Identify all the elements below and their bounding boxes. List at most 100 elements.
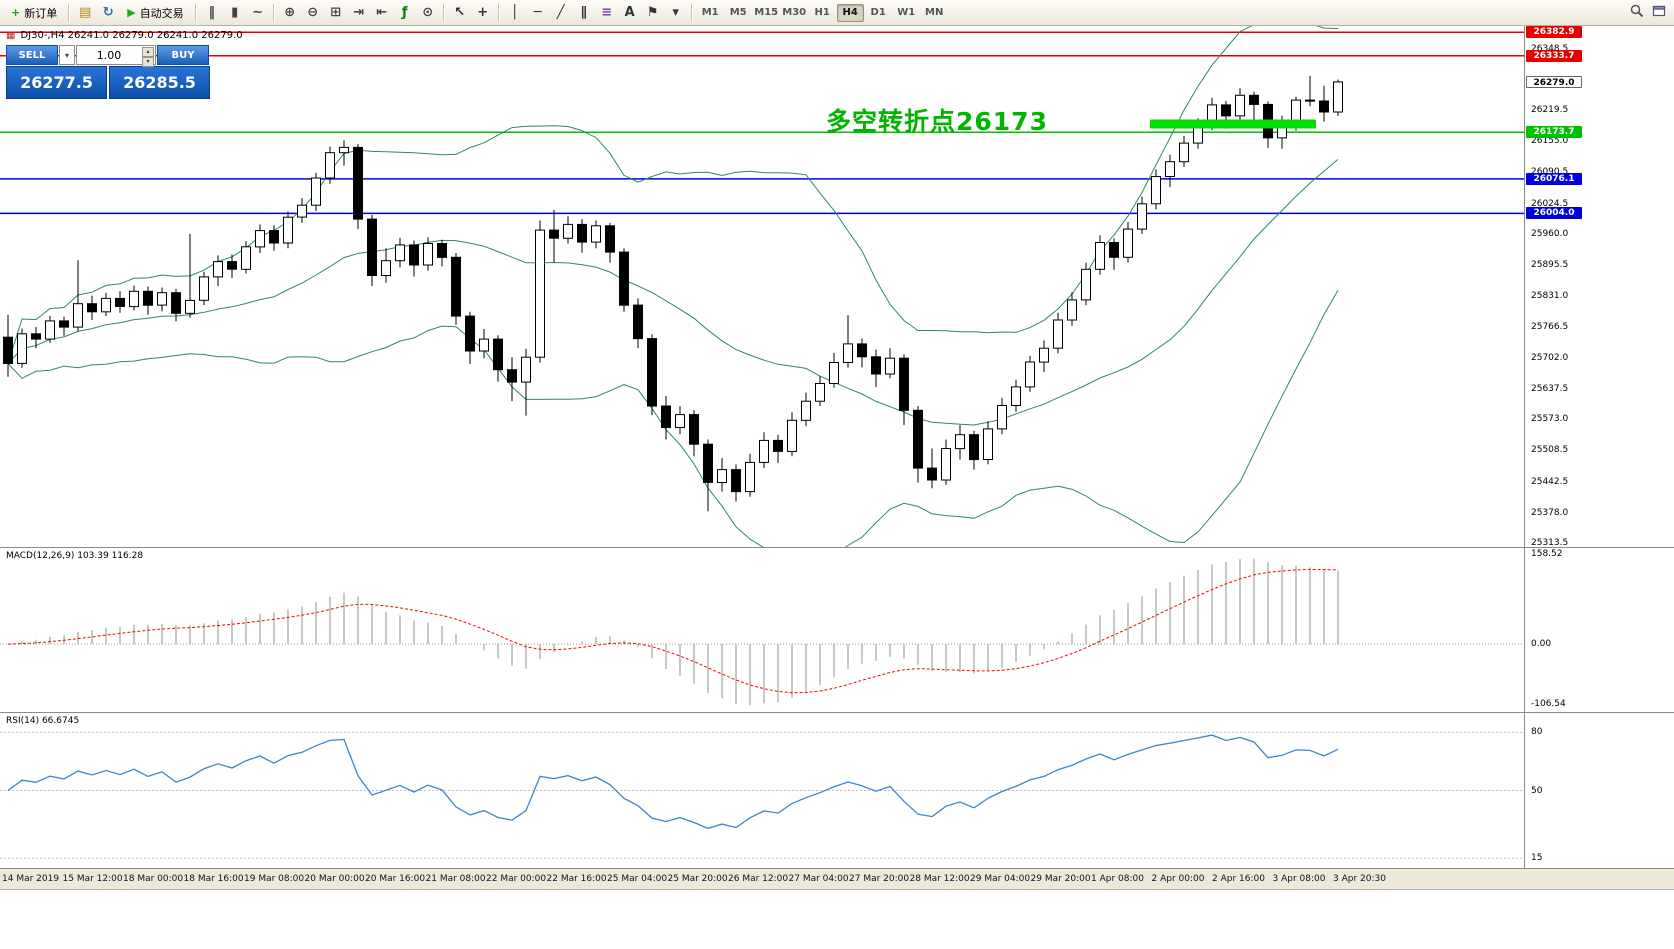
bars-chart-icon: ‖ xyxy=(208,5,215,20)
time-tick-label: 27 Mar 04:00 xyxy=(789,874,849,884)
search-icon[interactable] xyxy=(1626,3,1648,23)
refresh-icon[interactable]: ↻ xyxy=(97,3,119,23)
macd-label: MACD(12,26,9) 103.39 116.28 xyxy=(6,551,143,561)
price-tick: 25766.5 xyxy=(1531,322,1568,332)
timeframe-button-m1[interactable]: M1 xyxy=(697,4,724,22)
trendline-icon: ╱ xyxy=(557,5,565,20)
label-icon[interactable]: ⚑ xyxy=(642,3,664,23)
time-tick-label: 18 Mar 00:00 xyxy=(123,874,183,884)
timeframe-button-h4[interactable]: H4 xyxy=(837,4,864,22)
label-icon: ⚑ xyxy=(647,5,659,20)
macd-tick: 0.00 xyxy=(1531,639,1551,649)
autotrading-button-label: 自动交易 xyxy=(140,5,184,21)
rsi-tick: 50 xyxy=(1531,786,1542,796)
autotrading-button: ▶ xyxy=(127,6,135,19)
time-tick-label: 22 Mar 16:00 xyxy=(547,874,607,884)
rsi-tick: 80 xyxy=(1531,727,1542,737)
time-tick-label: 3 Apr 08:00 xyxy=(1273,874,1326,884)
zoom-out-icon[interactable]: ⊖ xyxy=(302,3,324,23)
macd-panel[interactable]: MACD(12,26,9) 103.39 116.28 xyxy=(0,548,1524,713)
buy-button[interactable]: BUY xyxy=(157,45,209,65)
timeframe-group: M1M5M15M30H1H4D1W1MN xyxy=(697,4,948,22)
time-tick-label: 25 Mar 20:00 xyxy=(668,874,728,884)
channel-icon[interactable]: ∥ xyxy=(573,3,595,23)
cursor-icon: ↖ xyxy=(454,5,465,20)
time-tick-label: 21 Mar 08:00 xyxy=(426,874,486,884)
new-order-button[interactable]: +新订单 xyxy=(4,3,64,23)
chart-shift-icon: ⇤ xyxy=(376,5,387,20)
volume-down-icon[interactable]: ▾ xyxy=(142,57,154,67)
line-chart-icon: ∼ xyxy=(252,5,263,20)
candles-chart-icon[interactable]: ▮ xyxy=(224,3,246,23)
time-tick-label: 14 Mar 2019 xyxy=(2,874,59,884)
order-type-dropdown[interactable]: ▾ xyxy=(59,45,75,65)
timeframe-button-w1[interactable]: W1 xyxy=(893,4,920,22)
vertical-line-icon: │ xyxy=(511,5,519,20)
rsi-panel[interactable]: RSI(14) 66.6745 xyxy=(0,713,1524,869)
horizontal-line-icon[interactable]: ─ xyxy=(527,3,549,23)
toolbar-separator xyxy=(273,4,275,22)
volume-input[interactable] xyxy=(77,46,141,64)
vertical-line-icon[interactable]: │ xyxy=(504,3,526,23)
timeframe-button-d1[interactable]: D1 xyxy=(865,4,892,22)
rsi-axis: 805015 xyxy=(1524,713,1674,869)
toolbar-separator xyxy=(443,4,445,22)
text-icon[interactable]: A xyxy=(619,3,641,23)
shapes-dropdown-icon[interactable]: ▾ xyxy=(665,3,687,23)
time-tick-label: 29 Mar 04:00 xyxy=(970,874,1030,884)
cursor-icon[interactable]: ↖ xyxy=(449,3,471,23)
candles-chart-icon: ▮ xyxy=(231,5,238,20)
candlestick-chart xyxy=(0,26,1524,547)
tile-windows-icon[interactable]: ⊞ xyxy=(325,3,347,23)
time-tick-label: 2 Apr 16:00 xyxy=(1212,874,1265,884)
price-tick: 25313.5 xyxy=(1531,538,1568,548)
zoom-in-icon[interactable]: ⊕ xyxy=(279,3,301,23)
line-chart-icon[interactable]: ∼ xyxy=(247,3,269,23)
period-icon[interactable]: ⊙ xyxy=(417,3,439,23)
sell-button[interactable]: SELL xyxy=(6,45,58,65)
time-tick-label: 20 Mar 16:00 xyxy=(365,874,425,884)
time-tick-label: 2 Apr 00:00 xyxy=(1152,874,1205,884)
price-tick: 25637.5 xyxy=(1531,384,1568,394)
new-order-button-label: 新订单 xyxy=(24,5,57,21)
autotrading-button[interactable]: ▶ 自动交易 xyxy=(120,3,190,23)
macd-tick: 158.52 xyxy=(1531,549,1563,559)
timeframe-button-m30[interactable]: M30 xyxy=(781,4,808,22)
sell-price[interactable]: 26277.5 xyxy=(6,66,107,99)
time-tick-label: 28 Mar 12:00 xyxy=(910,874,970,884)
price-tick: 25378.0 xyxy=(1531,508,1568,518)
timeframe-button-m15[interactable]: M15 xyxy=(753,4,780,22)
chart-annotation-text: 多空转折点26173 xyxy=(826,102,1048,138)
time-tick-label: 29 Mar 20:00 xyxy=(1031,874,1091,884)
toolbar-separator xyxy=(195,4,197,22)
toolbar-right xyxy=(1626,3,1670,23)
profiles-icon[interactable]: ▤ xyxy=(74,3,96,23)
price-tag: 26279.0 xyxy=(1526,76,1582,88)
time-tick-label: 3 Apr 20:30 xyxy=(1333,874,1386,884)
price-tag: 26004.0 xyxy=(1526,207,1582,219)
time-tick-label: 1 Apr 08:00 xyxy=(1091,874,1144,884)
price-axis[interactable]: 26348.526219.526155.026090.526024.525960… xyxy=(1524,26,1674,548)
timeframe-button-m5[interactable]: M5 xyxy=(725,4,752,22)
buy-price[interactable]: 26285.5 xyxy=(109,66,210,99)
trendline-icon[interactable]: ╱ xyxy=(550,3,572,23)
time-tick-label: 27 Mar 20:00 xyxy=(849,874,909,884)
time-axis[interactable]: 14 Mar 201915 Mar 12:0018 Mar 00:0018 Ma… xyxy=(0,869,1674,890)
volume-stepper[interactable]: ▴ ▾ xyxy=(142,47,154,67)
toolbar-separator xyxy=(691,4,693,22)
volume-up-icon[interactable]: ▴ xyxy=(142,47,154,57)
fibonacci-icon[interactable]: ≡ xyxy=(596,3,618,23)
price-tick: 25831.0 xyxy=(1531,291,1568,301)
indicators-icon[interactable]: ƒ xyxy=(394,3,416,23)
new-window-icon[interactable] xyxy=(1648,3,1670,23)
one-click-trading-widget: SELL ▾ ▴ ▾ BUY 26277.5 26285.5 xyxy=(6,45,210,99)
toolbar: +新订单▤↻▶自动交易‖▮∼⊕⊖⊞⇥⇤ƒ⊙↖+│─╱∥≡A⚑▾ M1M5M15M… xyxy=(0,0,1674,26)
price-chart-panel[interactable]: ▦ DJ30-,H4 26241.0 26279.0 26241.0 26279… xyxy=(0,26,1524,548)
timeframe-button-h1[interactable]: H1 xyxy=(809,4,836,22)
chart-shift-icon[interactable]: ⇤ xyxy=(371,3,393,23)
rsi-chart xyxy=(0,713,1524,868)
timeframe-button-mn[interactable]: MN xyxy=(921,4,948,22)
crosshair-icon[interactable]: + xyxy=(472,3,494,23)
auto-scroll-icon[interactable]: ⇥ xyxy=(348,3,370,23)
bars-chart-icon[interactable]: ‖ xyxy=(201,3,223,23)
